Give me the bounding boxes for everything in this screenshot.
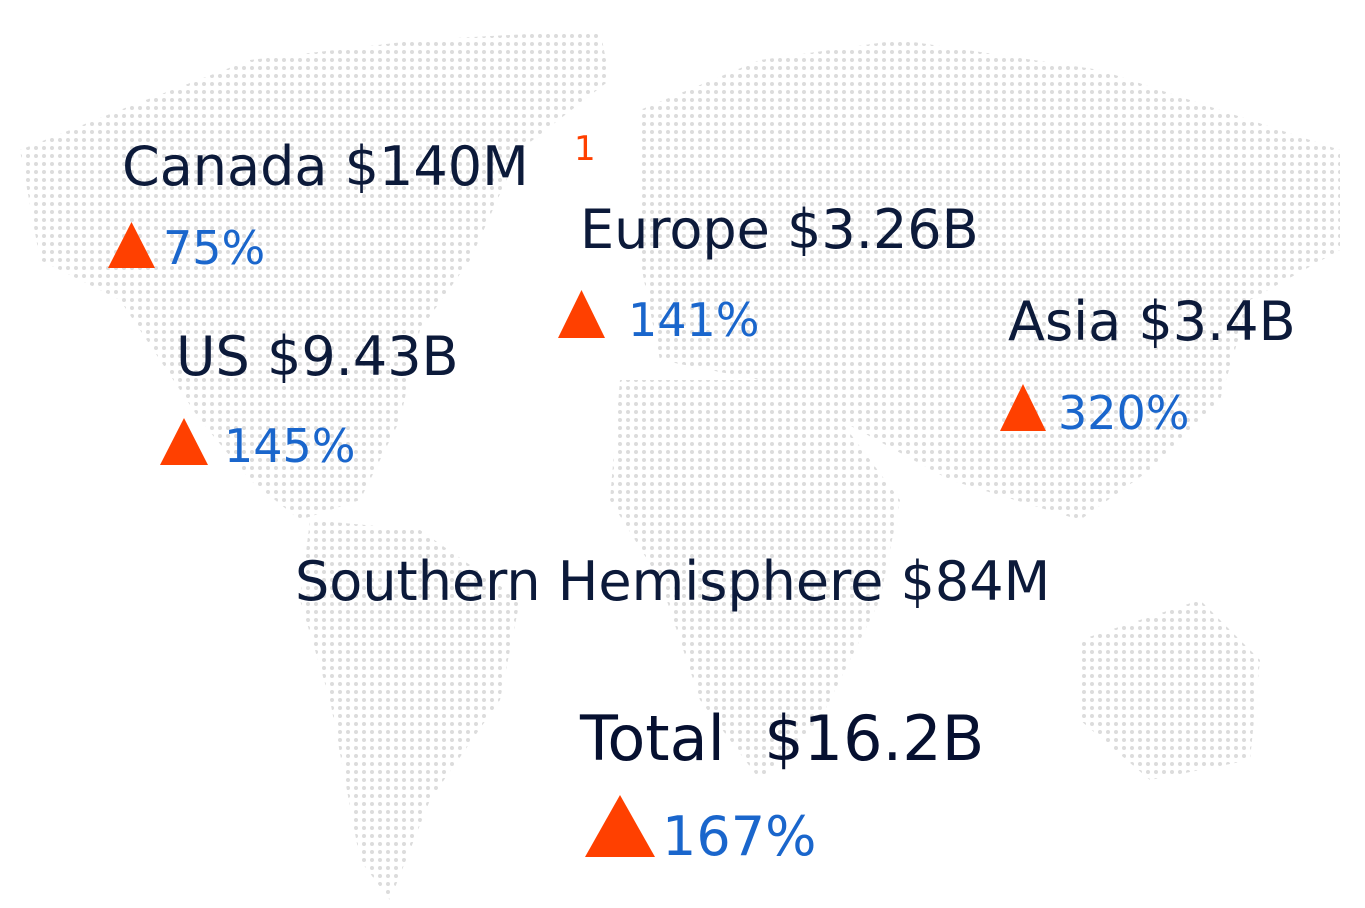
world-map (20, 30, 1340, 900)
change-label: 145% (224, 419, 356, 473)
region-label: Asia $3.4B (1008, 290, 1296, 353)
up-arrow (558, 290, 605, 338)
total-label: Total $16.2B (579, 702, 984, 775)
up-arrow (585, 795, 655, 857)
region-label: Canada $140M (122, 135, 529, 198)
total-change: 167% (662, 805, 816, 868)
change-label: 141% (628, 293, 760, 347)
region-label: Europe $3.26B (580, 198, 979, 261)
up-arrow (108, 222, 155, 268)
up-arrow (1000, 384, 1046, 431)
region-label: Southern Hemisphere $84M (295, 550, 1050, 613)
change-label: 75% (163, 221, 265, 275)
up-arrow (160, 418, 208, 465)
region-label: US $9.43B (176, 325, 459, 388)
footnote-marker: 1 (574, 129, 596, 169)
change-label: 320% (1058, 386, 1190, 440)
